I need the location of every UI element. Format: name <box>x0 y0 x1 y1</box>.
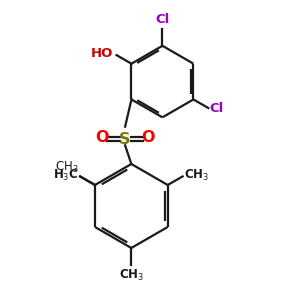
Text: O: O <box>142 130 155 145</box>
Text: Cl: Cl <box>210 101 224 115</box>
Text: CH$_3$: CH$_3$ <box>119 268 144 283</box>
Text: HO: HO <box>91 47 113 60</box>
Text: S: S <box>119 132 131 147</box>
Text: H$_3$C: H$_3$C <box>53 168 79 183</box>
Text: CH$_3$: CH$_3$ <box>184 168 209 183</box>
Text: CH$_3$: CH$_3$ <box>55 160 79 175</box>
Text: O: O <box>95 130 109 145</box>
Text: Cl: Cl <box>155 13 170 26</box>
